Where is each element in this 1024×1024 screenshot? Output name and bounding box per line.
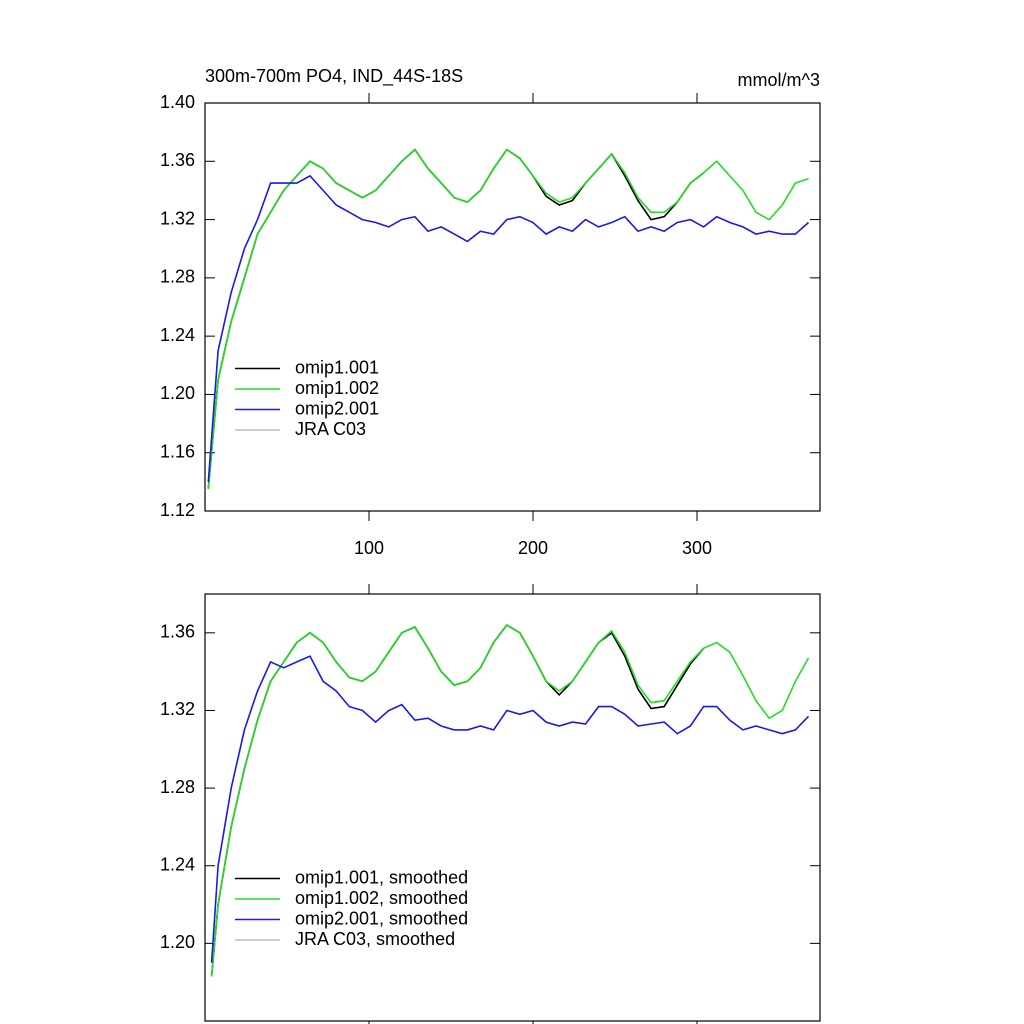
y-tick-label: 1.36	[160, 622, 195, 642]
plot-frame	[204, 102, 821, 512]
legend-label: JRA C03	[295, 419, 366, 439]
legend-label: omip1.001	[295, 357, 379, 377]
y-tick-label: 1.36	[160, 150, 195, 170]
y-tick-label: 1.20	[160, 383, 195, 403]
units-label: mmol/m^3	[738, 70, 820, 90]
series-line	[207, 148, 705, 490]
y-tick-label: 1.28	[160, 777, 195, 797]
legend-label: omip2.001, smoothed	[295, 908, 468, 928]
y-tick-label: 1.16	[160, 441, 195, 461]
x-tick-label: 200	[518, 538, 548, 558]
plot-frame	[204, 593, 821, 1022]
y-tick-label: 1.24	[160, 325, 195, 345]
y-tick-label: 1.24	[160, 854, 195, 874]
y-tick-label: 1.32	[160, 699, 195, 719]
y-tick-label: 1.20	[160, 932, 195, 952]
series-line	[210, 655, 810, 963]
chart-title: 300m-700m PO4, IND_44S-18S	[205, 66, 463, 87]
y-tick-label: 1.12	[160, 500, 195, 520]
legend-label: omip1.002, smoothed	[295, 888, 468, 908]
x-tick-label: 100	[354, 538, 384, 558]
x-tick-label: 300	[682, 538, 712, 558]
series-line	[207, 174, 810, 482]
legend-label: omip1.001, smoothed	[295, 867, 468, 887]
legend-label: omip2.001	[295, 398, 379, 418]
series-line	[207, 148, 809, 490]
series-line	[210, 624, 810, 977]
y-tick-label: 1.28	[160, 267, 195, 287]
legend-label: omip1.002	[295, 378, 379, 398]
y-tick-label: 1.40	[160, 92, 195, 112]
legend-label: JRA C03, smoothed	[295, 929, 455, 949]
y-tick-label: 1.32	[160, 208, 195, 228]
